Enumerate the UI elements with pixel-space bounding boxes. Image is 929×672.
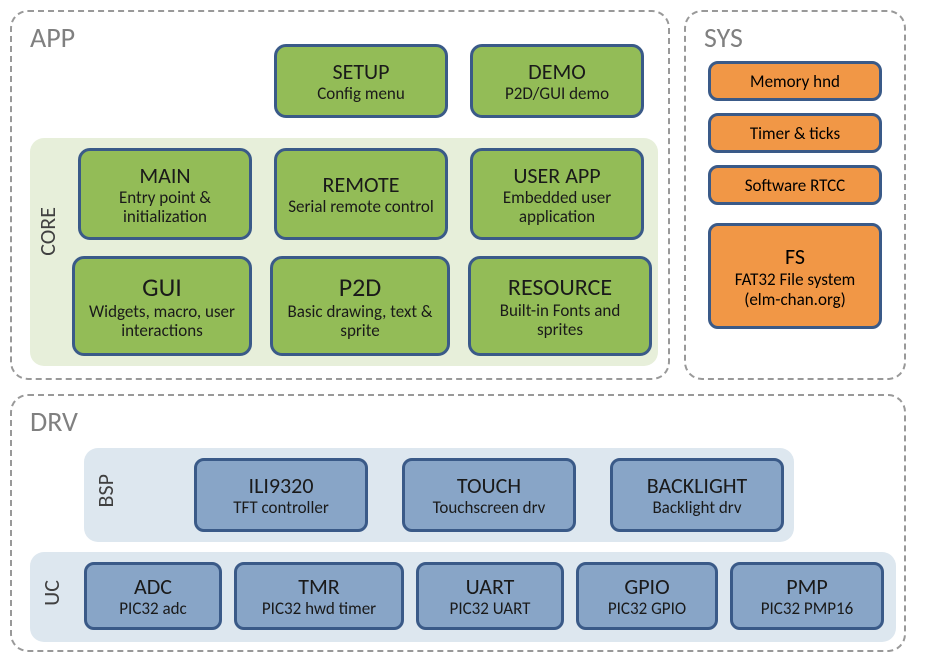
box-setup: SETUP Config menu [274, 44, 448, 118]
box-pmp: PMP PIC32 PMP16 [730, 562, 884, 630]
box-demo: DEMO P2D/GUI demo [470, 44, 644, 118]
sys-panel: SYS Memory hnd Timer & ticks Software RT… [684, 10, 906, 380]
box-userapp: USER APP Embedded user application [470, 148, 644, 240]
box-backlight-sub: Backlight drv [652, 499, 741, 518]
box-tmr: TMR PIC32 hwd timer [234, 562, 404, 630]
box-remote-sub: Serial remote control [288, 198, 434, 217]
box-fs: FS FAT32 File system (elm-chan.org) [708, 223, 882, 329]
box-adc: ADC PIC32 adc [84, 562, 222, 630]
box-resource: RESOURCE Built-in Fonts and sprites [468, 256, 652, 356]
uc-label: UC [38, 580, 65, 606]
box-p2d-sub: Basic drawing, text & sprite [281, 303, 439, 340]
app-panel: APP CORE SETUP Config menu DEMO P2D/GUI … [10, 10, 670, 380]
box-main-sub: Entry point & initialization [89, 189, 241, 226]
box-main: MAIN Entry point & initialization [78, 148, 252, 240]
core-label: CORE [34, 207, 61, 256]
box-uart-sub: PIC32 UART [450, 600, 531, 619]
box-backlight: BACKLIGHT Backlight drv [610, 458, 784, 532]
box-tmr-sub: PIC32 hwd timer [262, 600, 376, 619]
box-uart: UART PIC32 UART [416, 562, 564, 630]
box-setup-title: SETUP [332, 58, 389, 85]
box-memory: Memory hnd [708, 61, 882, 101]
box-rtcc: Software RTCC [708, 165, 882, 205]
box-userapp-title: USER APP [513, 162, 600, 189]
box-rtcc-label: Software RTCC [745, 175, 845, 196]
box-demo-title: DEMO [528, 58, 586, 85]
box-uart-title: UART [466, 573, 515, 600]
box-gpio-sub: PIC32 GPIO [608, 600, 686, 619]
box-adc-title: ADC [134, 573, 172, 600]
box-touch-sub: Touchscreen drv [433, 499, 546, 518]
drv-title: DRV [30, 404, 892, 439]
box-adc-sub: PIC32 adc [119, 600, 186, 619]
box-gui-sub: Widgets, macro, user interactions [83, 303, 241, 340]
box-backlight-title: BACKLIGHT [647, 472, 748, 499]
box-timer-label: Timer & ticks [750, 123, 840, 144]
box-touch: TOUCH Touchscreen drv [402, 458, 576, 532]
box-p2d: P2D Basic drawing, text & sprite [270, 256, 450, 356]
box-gui-title: GUI [142, 271, 182, 303]
drv-panel: DRV BSP UC ILI9320 TFT controller TOUCH … [10, 394, 906, 652]
box-remote: REMOTE Serial remote control [274, 148, 448, 240]
box-p2d-title: P2D [339, 271, 382, 303]
box-userapp-sub: Embedded user application [481, 189, 633, 226]
box-fs-sub: FAT32 File system (elm-chan.org) [719, 270, 871, 309]
box-resource-sub: Built-in Fonts and sprites [479, 302, 641, 339]
box-ili-sub: TFT controller [233, 499, 329, 518]
box-gui: GUI Widgets, macro, user interactions [72, 256, 252, 356]
box-remote-title: REMOTE [323, 171, 400, 198]
bsp-label: BSP [92, 474, 119, 507]
box-timer: Timer & ticks [708, 113, 882, 153]
box-main-title: MAIN [139, 162, 190, 189]
box-tmr-title: TMR [298, 573, 339, 600]
box-fs-title: FS [785, 243, 805, 270]
box-touch-title: TOUCH [457, 472, 521, 499]
box-demo-sub: P2D/GUI demo [505, 85, 609, 104]
box-pmp-sub: PIC32 PMP16 [761, 600, 854, 619]
box-gpio-title: GPIO [624, 573, 669, 600]
box-memory-label: Memory hnd [750, 71, 840, 92]
box-setup-sub: Config menu [317, 85, 405, 104]
box-gpio: GPIO PIC32 GPIO [576, 562, 718, 630]
box-pmp-title: PMP [786, 573, 828, 600]
box-ili-title: ILI9320 [249, 472, 314, 499]
box-resource-title: RESOURCE [508, 273, 612, 302]
box-ili: ILI9320 TFT controller [194, 458, 368, 532]
sys-title: SYS [704, 20, 892, 55]
